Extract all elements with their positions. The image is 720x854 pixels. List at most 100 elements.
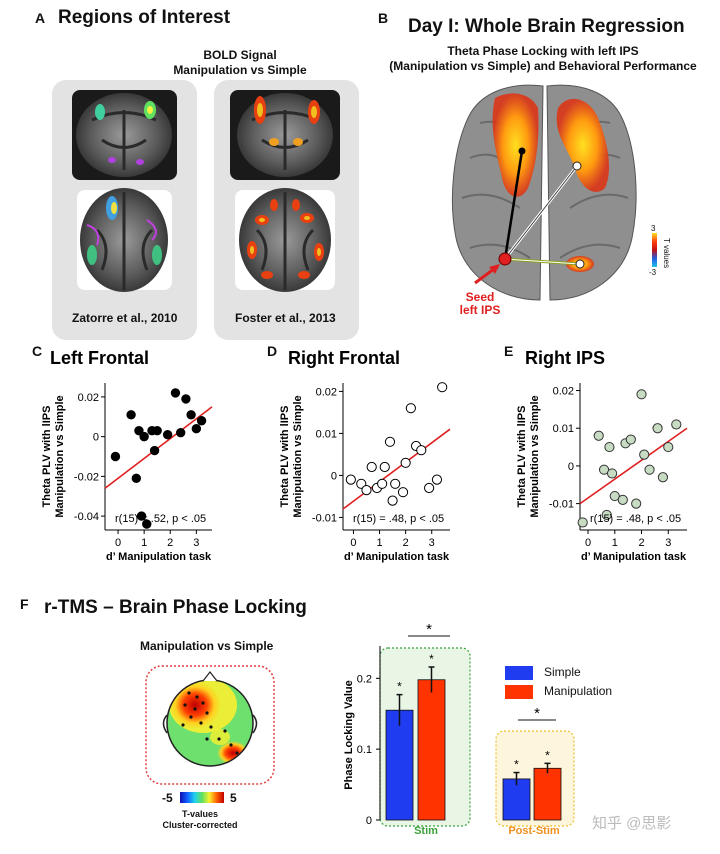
data-point [110, 451, 121, 462]
data-point [397, 487, 409, 498]
panel-f-topomap [145, 665, 275, 785]
x-tick-label: 2 [403, 537, 409, 549]
panel-a-left-caption: Zatorre et al., 2010 [72, 311, 178, 325]
correlation-annotation: r(15) = .48, p < .05 [353, 513, 444, 525]
panel-b-subtitle-1: Theta Phase Locking with left IPS [447, 44, 639, 58]
y-tick-label: 0 [568, 461, 574, 473]
legend-manipulation-swatch [505, 685, 533, 699]
data-point [361, 485, 372, 496]
group-label-poststim: Post-Stim [508, 825, 560, 837]
data-point [437, 382, 448, 393]
nose-icon [202, 671, 218, 682]
panel-b-title: Day I: Whole Brain Regression [408, 16, 685, 37]
x-tick-label: 0 [115, 537, 121, 549]
data-point [657, 472, 669, 483]
regression-line [342, 428, 451, 510]
y-tick-label: 0 [331, 470, 337, 482]
x-tick-label: 2 [638, 537, 644, 549]
panel-f-cbar-caption-1: T-values [181, 809, 219, 819]
y-axis-label-1: Theta PLV with lIPS [41, 406, 53, 508]
y-tick-label: 0.02 [316, 386, 337, 398]
bar-manipulation-stim [417, 679, 446, 821]
data-point [186, 410, 196, 420]
seed-arrow-icon [489, 264, 500, 274]
scatter-right-frontal: Right Frontal -0.01 0 0.01 0.02 0 1 2 3 d’ Manipu… [279, 348, 451, 563]
data-point [644, 464, 655, 475]
watermark: 知乎 @思影 [592, 815, 672, 832]
panel-b-colorbar [652, 233, 657, 267]
bar-manipulation-post-stim [533, 767, 562, 821]
y-axis-label-2: Manipulation vs Simple [292, 395, 304, 517]
right-ear-icon [252, 714, 258, 734]
panel-d-letter: D [267, 343, 278, 359]
panel-a-letter: A [35, 10, 46, 26]
data-point [405, 403, 416, 414]
x-tick-label: 0 [585, 537, 591, 549]
y-tick-label: 0.01 [316, 428, 337, 440]
data-point [625, 434, 636, 445]
data-point [345, 474, 356, 485]
y-tick-label: 0 [366, 815, 372, 827]
data-point [175, 427, 186, 438]
data-point [366, 461, 377, 473]
panel-f-colorbar [180, 792, 224, 803]
data-point [152, 425, 162, 436]
data-point [384, 436, 396, 447]
x-tick-label: 3 [665, 537, 671, 549]
significance-marker: * [397, 680, 402, 694]
y-axis-label-2: Manipulation vs Simple [54, 395, 66, 517]
data-point [387, 495, 398, 506]
data-point [134, 425, 144, 436]
data-point [604, 441, 615, 453]
data-point [136, 511, 147, 521]
panel-a-subtitle-2: Manipulation vs Simple [173, 63, 307, 77]
data-point [652, 423, 663, 434]
x-tick-label: 0 [350, 537, 356, 549]
panel-b-seed-label-1: Seed [465, 290, 495, 304]
y-tick-label: -0.04 [74, 511, 99, 523]
bar-simple-stim [385, 709, 414, 821]
data-point [663, 441, 674, 453]
y-tick-label: -0.01 [549, 499, 574, 511]
y-tick-label: 0.1 [357, 744, 372, 756]
data-point [149, 445, 160, 456]
comparison-star-poststim: * [534, 705, 540, 722]
significance-marker: * [429, 652, 434, 666]
bar-simple-post-stim [502, 778, 531, 821]
seed-marker [498, 252, 512, 266]
significance-marker: * [545, 748, 550, 762]
data-point [617, 494, 628, 505]
y-axis-label: Phase Locking Value [343, 680, 355, 789]
data-point [671, 419, 682, 430]
correlation-annotation: r(15) = .48, p < .05 [590, 513, 681, 525]
panel-b-subtitle-2: (Manipulation vs Simple) and Behavioral … [389, 59, 697, 73]
regression-line [579, 427, 688, 505]
x-axis-label: d’ Manipulation task [344, 551, 450, 563]
data-point [162, 429, 173, 440]
y-tick-label: 0.02 [78, 392, 99, 404]
x-tick-label: 1 [612, 537, 618, 549]
data-point [424, 482, 435, 494]
data-point [416, 445, 427, 456]
x-axis-label: d’ Manipulation task [581, 551, 687, 563]
legend-simple-swatch [505, 666, 533, 680]
data-point [170, 388, 181, 398]
data-point [377, 478, 388, 489]
data-point [593, 430, 604, 441]
x-axis-label: d’ Manipulation task [106, 551, 212, 563]
correlation-annotation: r(15) = .52, p < .05 [115, 513, 206, 525]
y-axis-label-1: Theta PLV with lIPS [279, 406, 291, 508]
y-axis-label-2: Manipulation vs Simple [529, 395, 541, 517]
topo-box [145, 665, 275, 785]
data-point [601, 509, 612, 521]
legend-manipulation-label: Manipulation [544, 684, 613, 698]
panel-f-title: r-TMS – Brain Phase Locking [44, 597, 307, 618]
group-label-stim: Stim [414, 825, 438, 837]
comparison-star-stim: * [426, 621, 432, 638]
x-tick-label: 3 [429, 537, 435, 549]
panel-b-cbar-max: 3 [651, 224, 656, 233]
data-point [631, 498, 642, 509]
data-point [639, 449, 650, 460]
scatter-title: Left Frontal [50, 348, 149, 368]
y-tick-label: 0.01 [553, 423, 574, 435]
